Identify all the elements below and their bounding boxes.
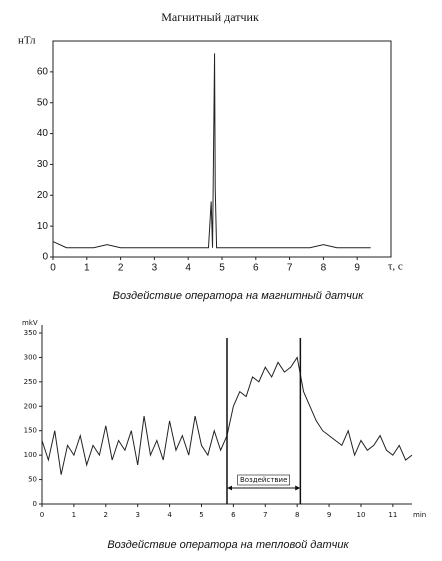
x-tick-label: 11: [388, 511, 397, 519]
y-tick-label: 350: [24, 329, 37, 337]
x-tick-label: 6: [231, 511, 236, 519]
y-tick-label: 60: [37, 66, 49, 77]
y-tick-label: 50: [28, 476, 37, 484]
x-tick-label: 1: [84, 263, 90, 274]
y-tick-label: 300: [24, 353, 37, 361]
data-line: [52, 53, 371, 249]
x-tick-label: 9: [354, 263, 360, 274]
x-tick-label: 2: [118, 263, 124, 274]
caption: Воздействие оператора на магнитный датчи…: [113, 290, 364, 302]
y-tick-label: 30: [37, 159, 49, 170]
caption: Воздействие оператора на тепловой датчик: [107, 539, 349, 551]
y-tick-label: 50: [37, 97, 49, 108]
annotation-label: Воздействие: [240, 476, 287, 484]
x-tick-label: 7: [263, 511, 267, 519]
x-tick-label: 3: [152, 263, 158, 274]
x-tick-label: 4: [185, 263, 191, 274]
x-tick-label: 5: [199, 511, 203, 519]
x-tick-label: 4: [167, 511, 172, 519]
x-tick-label: 3: [135, 511, 139, 519]
x-tick-label: 8: [321, 263, 327, 274]
y-tick-label: 100: [24, 451, 37, 459]
x-tick-label: 8: [295, 511, 299, 519]
y-tick-label: 200: [24, 402, 37, 410]
chart-title: Магнитный датчик: [161, 10, 259, 24]
x-tick-label: 10: [357, 511, 366, 519]
x-tick-label: 0: [50, 263, 56, 274]
y-axis-label: mkV: [22, 319, 38, 327]
y-tick-label: 0: [42, 252, 48, 263]
y-tick-label: 150: [24, 427, 37, 435]
x-tick-label: 5: [219, 263, 225, 274]
x-tick-label: 1: [72, 511, 76, 519]
plot-frame: [52, 40, 392, 258]
x-axis-label: min: [413, 511, 426, 519]
annotation-box: [237, 474, 290, 486]
x-tick-label: 2: [104, 511, 108, 519]
x-tick-label: 7: [287, 263, 293, 274]
y-tick-label: 20: [37, 190, 49, 201]
y-tick-label: 250: [24, 378, 37, 386]
x-tick-label: 9: [327, 511, 331, 519]
y-tick-label: 40: [37, 128, 49, 139]
x-tick-label: 0: [40, 511, 44, 519]
x-tick-label: 6: [253, 263, 259, 274]
y-tick-label: 0: [33, 500, 37, 508]
y-axis-label: нТл: [18, 35, 36, 47]
y-tick-label: 10: [37, 221, 49, 232]
x-axis-label: τ, с: [388, 261, 403, 273]
